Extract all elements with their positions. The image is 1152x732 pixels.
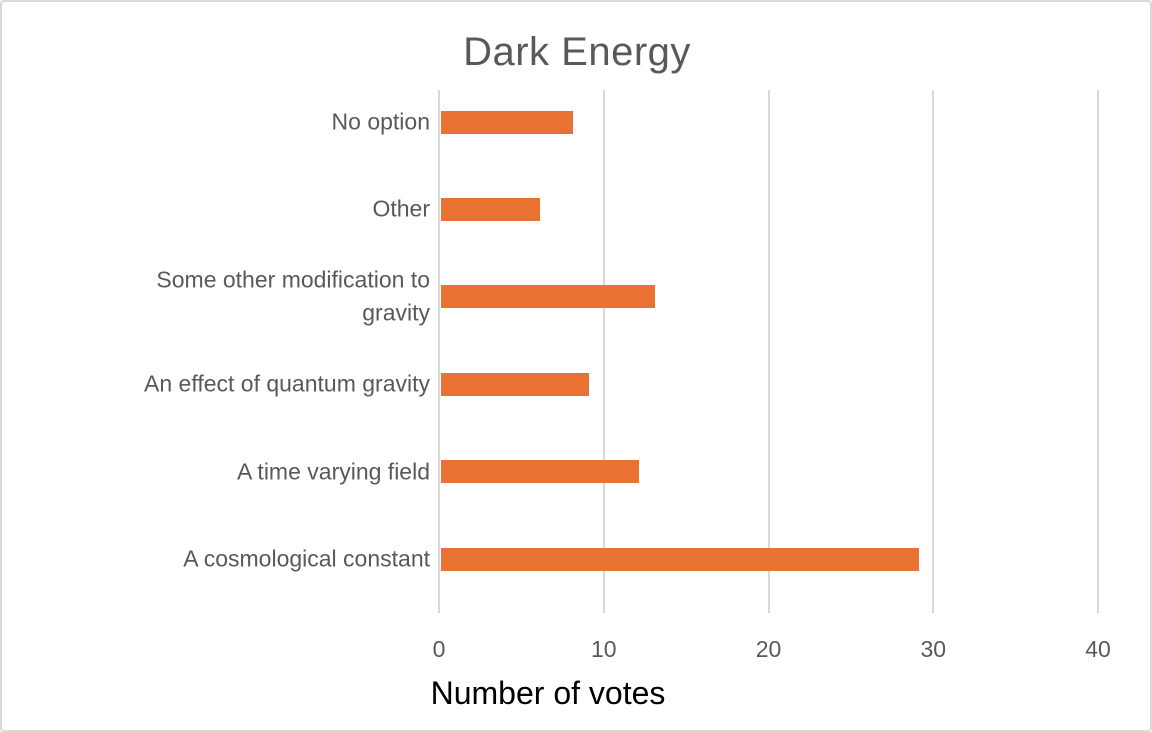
category-label: A cosmological constant [183,545,430,572]
bar [441,110,573,134]
x-tick-label: 20 [755,636,782,662]
bar [441,285,656,309]
category-label: A time varying field [236,457,430,484]
category-label: Other [372,195,430,222]
gridline [602,90,605,613]
gridline [438,90,440,613]
bar [441,197,540,221]
x-tick-label: 30 [920,636,947,662]
bar [441,460,639,484]
bar [441,372,590,396]
x-tick-label: 10 [590,636,617,662]
x-tick-label: 0 [432,636,446,662]
category-label: No option [331,108,430,135]
gridline [932,90,935,613]
x-tick-label: 40 [1085,636,1111,662]
x-axis-title: Number of votes [430,675,666,711]
category-label: An effect of quantum gravity [144,370,430,397]
category-label: Some other modification to gravity [156,266,430,326]
chart-title: Dark Energy [463,30,691,74]
gridline [1097,90,1099,613]
bar [441,547,919,571]
gridline [767,90,770,613]
